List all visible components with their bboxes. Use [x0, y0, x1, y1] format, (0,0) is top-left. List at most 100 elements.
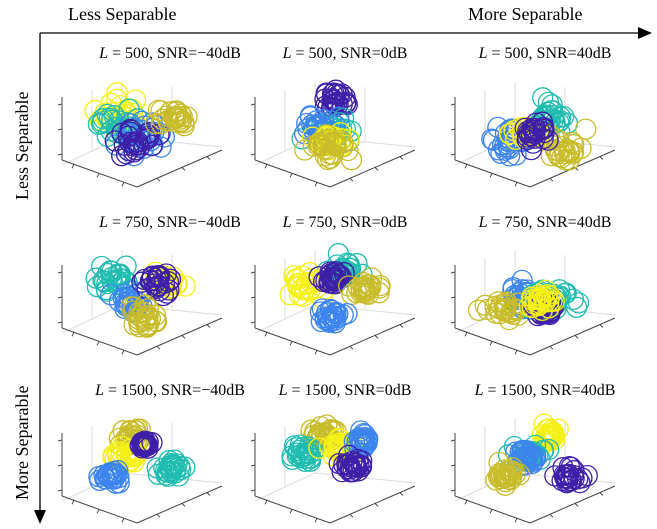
panel-title-L-symbol: L — [474, 382, 484, 399]
data-point-cyan — [146, 457, 168, 479]
panel-title-L-symbol: L — [478, 214, 488, 231]
panel-title-L-symbol: L — [99, 45, 109, 62]
panel-title-snr: SNR=−40dB — [157, 214, 241, 231]
data-point-blue — [311, 298, 334, 320]
data-point-olive — [489, 302, 511, 325]
scatter-panel — [450, 82, 616, 188]
y-axis — [529, 149, 616, 188]
data-point-olive — [309, 415, 332, 438]
data-point-olive — [144, 112, 167, 135]
data-point-olive — [134, 294, 156, 316]
data-point-olive — [314, 145, 337, 167]
panel-title-L-symbol: L — [95, 382, 105, 399]
panel-title-L-symbol: L — [282, 214, 292, 231]
data-point-olive — [504, 463, 526, 485]
data-point-yellow — [106, 82, 128, 104]
x-tick — [96, 509, 100, 514]
data-point-olive — [548, 129, 570, 152]
y-axis — [329, 485, 416, 524]
z-tick — [250, 464, 256, 467]
z-tick — [250, 321, 256, 324]
y-tick — [349, 177, 354, 182]
data-point-yellow — [291, 278, 313, 300]
x-tick — [96, 341, 100, 346]
data-point-cyan — [164, 462, 186, 484]
panel-title: L = 1500, SNR=40dB — [474, 382, 616, 399]
y-tick — [156, 513, 161, 518]
y-tick — [181, 167, 186, 171]
y-tick — [349, 513, 354, 518]
data-point-cyan — [159, 456, 182, 478]
data-point-olive — [561, 143, 584, 165]
panel-title: L = 500, SNR=0dB — [282, 45, 408, 62]
x-tick — [121, 182, 125, 187]
data-point-olive — [484, 295, 506, 318]
data-point-blue — [296, 112, 318, 135]
y-axis — [136, 149, 223, 188]
x-axis — [454, 327, 531, 356]
z-tick — [57, 439, 63, 442]
z-tick — [250, 103, 256, 106]
data-point-purple — [133, 433, 155, 455]
data-point-olive — [346, 282, 368, 304]
y-tick — [549, 513, 554, 518]
panel-title-snr: SNR=−40dB — [161, 382, 245, 399]
x-tick — [289, 509, 293, 514]
data-point-blue — [320, 307, 342, 329]
x-tick — [514, 182, 518, 187]
data-point-olive — [169, 103, 192, 125]
data-point-olive — [123, 314, 145, 336]
x-axis — [254, 495, 331, 524]
x-axis — [254, 327, 331, 356]
y-tick — [599, 492, 604, 496]
panel-title: L = 500, SNR=−40dB — [99, 45, 241, 62]
data-point-olive — [467, 299, 490, 321]
z-tick — [250, 489, 256, 492]
x-tick — [489, 341, 493, 346]
data-point-olive — [165, 106, 187, 128]
y-tick — [374, 335, 379, 339]
z-tick — [450, 489, 456, 492]
data-point-olive — [548, 145, 570, 168]
panel-title: L = 500, SNR=40dB — [478, 45, 612, 62]
data-point-purple — [339, 456, 361, 478]
z-tick — [57, 103, 63, 106]
data-point-purple — [120, 119, 142, 141]
scatter-panel — [450, 413, 616, 524]
data-point-cyan — [156, 461, 179, 483]
data-point-purple — [113, 134, 136, 156]
z-tick — [57, 271, 63, 274]
y-tick — [599, 156, 604, 160]
z-tick — [57, 128, 63, 131]
data-point-purple — [516, 128, 538, 151]
data-point-purple — [328, 452, 350, 475]
data-point-yellow — [539, 285, 561, 307]
top-right-label: More Separable — [468, 4, 583, 24]
data-point-cyan — [153, 457, 175, 479]
data-point-blue — [105, 472, 127, 494]
panel-title-snr: SNR=−40dB — [157, 45, 241, 62]
panel-title-snr: SNR=40dB — [536, 214, 612, 231]
z-tick — [250, 128, 256, 131]
data-point-cyan — [92, 108, 114, 130]
x-axis — [61, 159, 138, 188]
scatter-panel — [57, 82, 223, 188]
panel-title-L-value: 750 — [125, 214, 150, 231]
data-point-purple — [125, 139, 147, 161]
data-point-olive — [156, 105, 178, 127]
y-tick — [399, 324, 404, 328]
panel-title: L = 750, SNR=−40dB — [99, 214, 241, 231]
z-tick — [450, 321, 456, 324]
y-tick — [156, 177, 161, 182]
data-point-purple — [333, 262, 355, 284]
horizontal-arrow-head — [638, 27, 652, 39]
data-point-purple — [130, 432, 153, 454]
data-point-cyan — [162, 454, 184, 476]
x-tick — [71, 332, 75, 337]
data-point-blue — [354, 434, 376, 456]
data-point-cyan — [294, 445, 316, 467]
panel-title-L-value: 500 — [308, 45, 333, 62]
scatter-panel — [250, 243, 416, 356]
data-point-cyan — [167, 465, 190, 487]
